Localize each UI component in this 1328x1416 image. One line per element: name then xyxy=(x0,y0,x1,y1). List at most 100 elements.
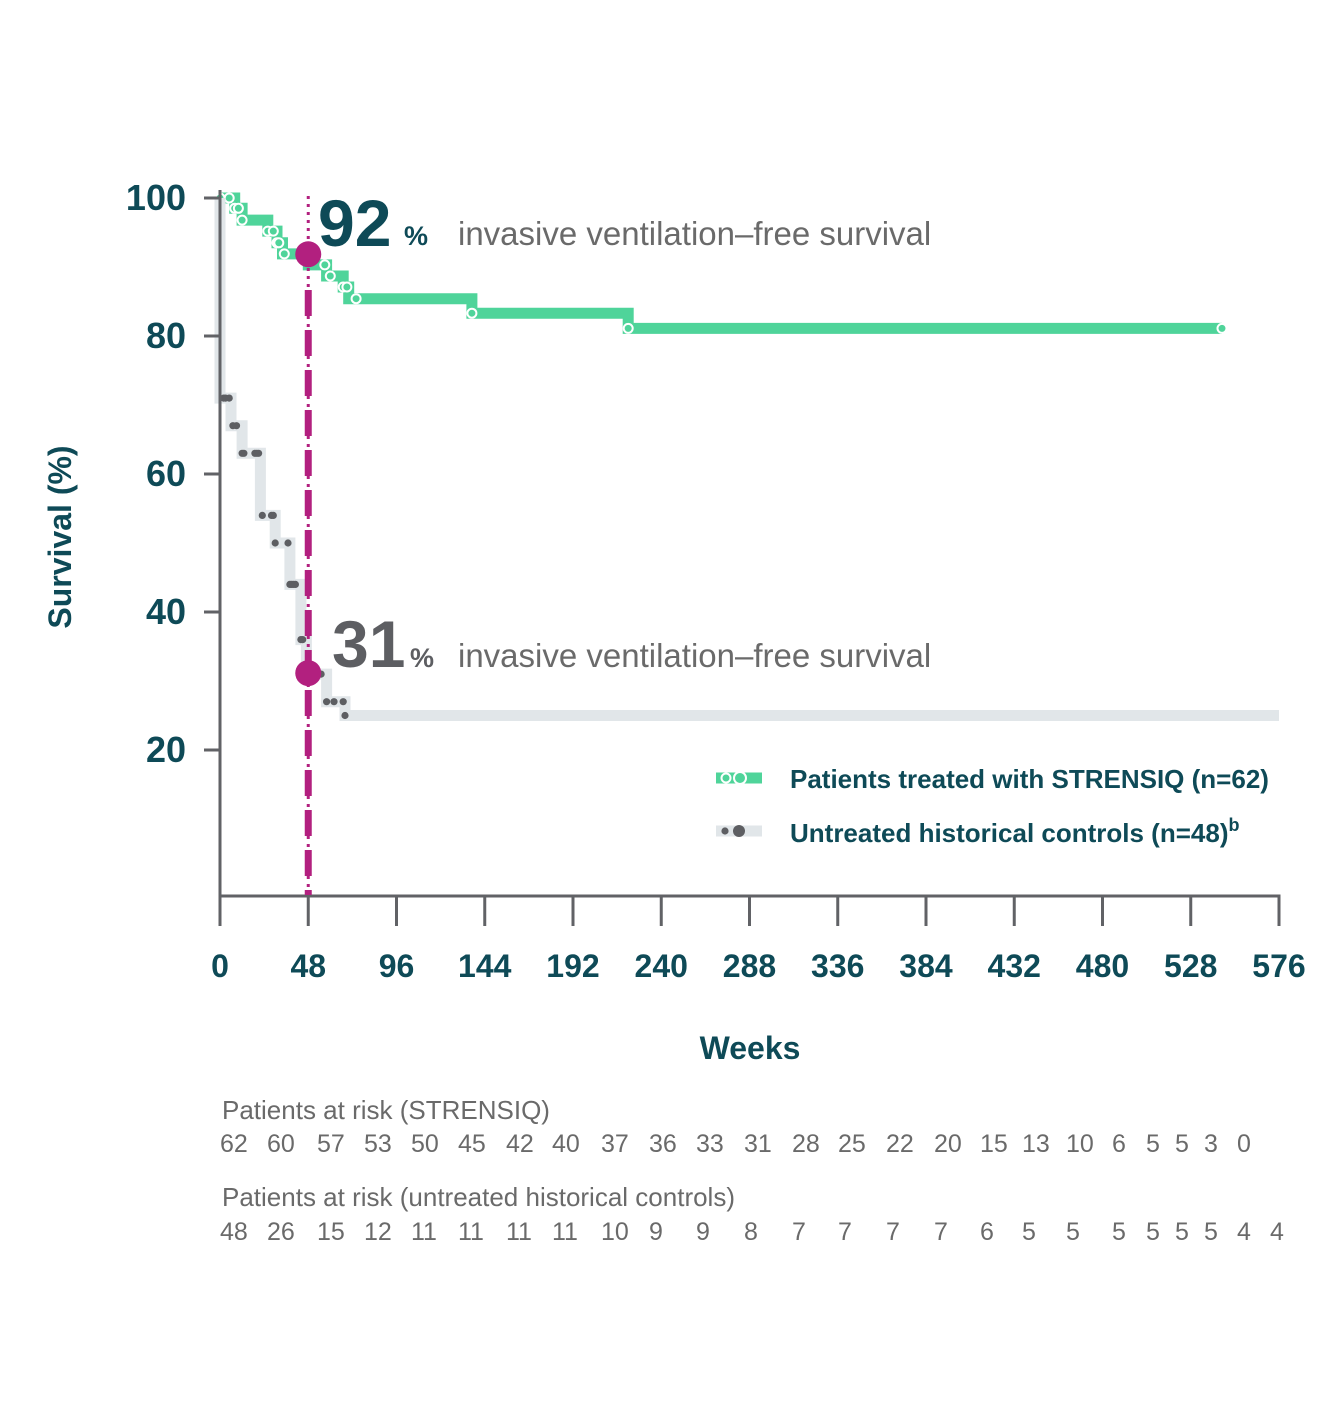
risk-count: 53 xyxy=(364,1130,392,1158)
x-tick-label: 240 xyxy=(635,948,688,984)
treated-censor-mark xyxy=(319,259,331,271)
risk-count: 9 xyxy=(649,1218,663,1246)
risk-count: 7 xyxy=(886,1218,900,1246)
risk-count: 5 xyxy=(1146,1218,1160,1246)
control-censor-mark xyxy=(299,636,307,644)
legend-treated-dot xyxy=(720,772,732,784)
treated-censor-mark xyxy=(350,293,362,305)
risk-count: 12 xyxy=(364,1218,392,1246)
x-tick-label: 192 xyxy=(546,948,599,984)
treated-censor-mark xyxy=(267,225,279,237)
risk-count: 62 xyxy=(220,1130,248,1158)
x-tick-label: 384 xyxy=(899,948,953,984)
risk-count: 6 xyxy=(1112,1130,1126,1158)
risk-count: 60 xyxy=(267,1130,295,1158)
highlight-point-treated xyxy=(295,241,322,268)
x-tick-label: 528 xyxy=(1164,948,1217,984)
risk-count: 5 xyxy=(1112,1218,1126,1246)
treated-censor-mark xyxy=(278,248,290,260)
treated-censor-mark xyxy=(232,202,244,214)
legend-treated-label: Patients treated with STRENSIQ (n=62) xyxy=(790,764,1269,794)
x-tick-label: 336 xyxy=(811,948,864,984)
treated-censor-mark xyxy=(341,281,353,293)
control-censor-mark xyxy=(291,580,299,589)
risk-count: 50 xyxy=(411,1130,439,1158)
control-annotation: invasive ventilation–free survival xyxy=(458,637,931,674)
treated-censor-mark xyxy=(1216,322,1228,334)
risk-count: 3 xyxy=(1204,1130,1218,1158)
risk-count: 45 xyxy=(458,1130,486,1158)
risk-count: 22 xyxy=(886,1130,914,1158)
risk-count: 8 xyxy=(744,1218,758,1246)
risk-count: 4 xyxy=(1270,1218,1284,1246)
treated-annotation: invasive ventilation–free survival xyxy=(458,215,931,252)
control-censor-mark xyxy=(269,511,277,519)
x-tick-label: 96 xyxy=(379,948,415,984)
risk-count: 28 xyxy=(792,1130,820,1158)
control-censor-mark xyxy=(284,539,292,547)
treated-censor-mark xyxy=(236,214,248,226)
legend-control-superscript: b xyxy=(1228,815,1239,835)
x-tick-label: 576 xyxy=(1252,948,1305,984)
risk-count: 11 xyxy=(411,1218,437,1246)
risk-count: 36 xyxy=(649,1130,677,1158)
control-censor-mark xyxy=(271,539,279,547)
treated-censor-mark xyxy=(273,237,285,249)
control-censor-mark xyxy=(232,422,241,430)
risk-count: 6 xyxy=(980,1218,994,1246)
x-tick-label: 144 xyxy=(458,948,512,984)
risk-count: 13 xyxy=(1022,1130,1050,1158)
y-tick-label: 20 xyxy=(146,729,186,770)
control-censor-mark xyxy=(255,449,263,457)
risk-count: 5 xyxy=(1066,1218,1080,1246)
y-axis-title: Survival (%) xyxy=(42,445,78,628)
reference-layer xyxy=(295,196,322,895)
risk-count: 4 xyxy=(1237,1218,1251,1246)
control-censor-mark xyxy=(330,698,338,706)
y-tick-label: 80 xyxy=(146,315,186,356)
risk-count: 10 xyxy=(601,1218,629,1246)
control-censor-mark xyxy=(339,698,347,706)
legend-control-label: Untreated historical controls (n=48)b xyxy=(790,815,1239,848)
annotation-layer: 92% invasive ventilation–free survival 31%… xyxy=(318,186,931,681)
risk-count: 48 xyxy=(220,1218,248,1246)
risk-count: 5 xyxy=(1146,1130,1160,1158)
control-percent-value: 31 xyxy=(332,607,405,681)
control-censor-mark xyxy=(341,711,349,720)
control-percent-unit: % xyxy=(410,643,434,673)
risk-count: 5 xyxy=(1022,1218,1036,1246)
risk-count: 7 xyxy=(792,1218,806,1246)
risk-count: 57 xyxy=(317,1130,345,1158)
legend-control-dot xyxy=(733,825,745,837)
treated-censor-mark xyxy=(223,192,235,204)
risk-count: 15 xyxy=(980,1130,1008,1158)
risk-count: 5 xyxy=(1175,1218,1189,1246)
legend: Patients treated with STRENSIQ (n=62) Unt… xyxy=(716,764,1269,848)
treated-censor-mark xyxy=(466,307,478,319)
control-censor-mark xyxy=(225,394,233,402)
risk-count: 25 xyxy=(838,1130,866,1158)
risk-count: 40 xyxy=(552,1130,580,1158)
treated-percent-unit: % xyxy=(404,221,428,251)
risk-title-treated: Patients at risk (STRENSIQ) xyxy=(222,1095,550,1125)
risk-count: 5 xyxy=(1175,1130,1189,1158)
x-axis-title: Weeks xyxy=(700,1030,801,1066)
control-censor-mark xyxy=(258,511,266,519)
risk-count: 33 xyxy=(696,1130,724,1158)
legend-control-dot xyxy=(721,827,729,835)
risk-count: 11 xyxy=(506,1218,532,1246)
risk-count: 20 xyxy=(934,1130,962,1158)
axes-layer: 20 40 60 80 100 0 48 96 144 192 240 288 336 384 432 480… xyxy=(42,177,1306,1066)
risk-count: 37 xyxy=(601,1130,629,1158)
treated-censor-mark xyxy=(622,322,634,334)
risk-count: 10 xyxy=(1066,1130,1094,1158)
control-censor-mark xyxy=(323,698,331,706)
x-tick-label: 432 xyxy=(988,948,1041,984)
x-tick-label: 48 xyxy=(290,948,326,984)
risk-count: 9 xyxy=(696,1218,710,1246)
risk-count: 31 xyxy=(744,1130,772,1158)
y-tick-label: 60 xyxy=(146,453,186,494)
risk-count: 42 xyxy=(506,1130,534,1158)
highlight-point-control xyxy=(295,660,322,687)
